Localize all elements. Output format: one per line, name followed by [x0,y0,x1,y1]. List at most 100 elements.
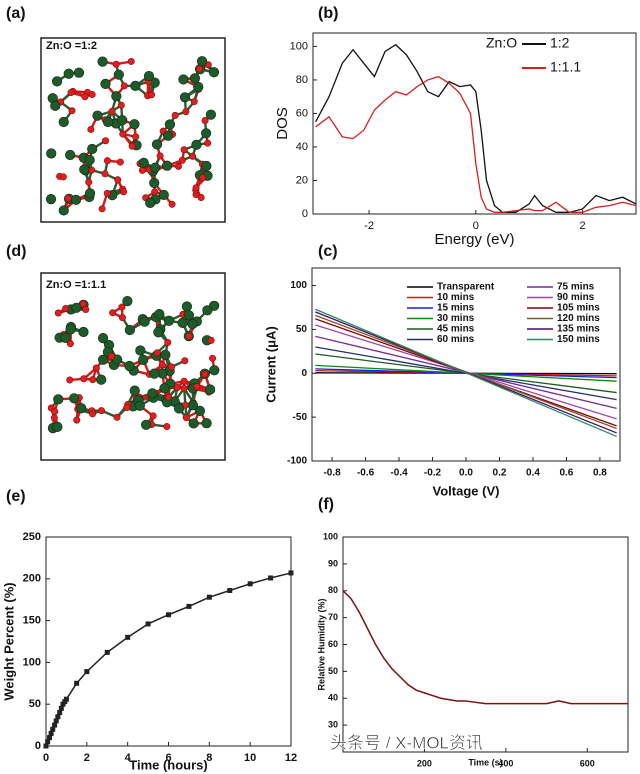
x-tick-label: -0.6 [357,468,375,479]
atom [62,304,70,312]
atom [46,148,57,159]
x-axis-label: Voltage (V) [433,483,500,498]
marker [62,699,68,705]
marker [74,680,80,686]
atom [164,393,172,401]
atom [205,384,216,395]
y-tick-label: 40 [328,693,338,703]
y-tick-label: 0 [302,208,308,220]
atom [138,166,146,174]
atom [120,188,128,196]
y-tick-label: 70 [328,612,338,622]
atom [158,189,169,201]
atom [168,200,176,208]
marker [247,581,253,587]
panel-label: (b) [318,5,338,22]
legend-label: Transparent [437,282,495,293]
x-tick-label: 8 [206,752,212,764]
atom [209,365,220,376]
x-tick-label: 0 [43,752,49,764]
y-tick-label: 20 [296,174,308,186]
atom [201,128,212,139]
atom [143,70,155,82]
atom [54,309,62,317]
atom [150,162,161,173]
atom [73,416,81,424]
legend-label: 105 mins [557,303,600,314]
atom [188,418,199,429]
atom [161,160,173,171]
x-axis-label: Time (s) [468,757,502,767]
y-tick-label: 60 [296,107,308,119]
x-tick-label: 0.4 [526,468,540,479]
atom [116,158,124,166]
atom [208,67,220,78]
marker [125,634,131,640]
atom [92,110,103,121]
atom [65,324,76,335]
atom [102,137,110,145]
atom [202,305,213,316]
atom [134,400,145,411]
atom [87,125,95,133]
marker [60,701,66,707]
legend-label: 60 mins [437,334,475,345]
y-tick-label: 60 [328,639,338,649]
atom [68,107,76,115]
x-tick-label: 200 [417,758,432,768]
atom [63,68,74,79]
marker [50,726,56,732]
legend-label: 75 mins [557,282,595,293]
atom [187,318,198,330]
atom [130,80,141,91]
atom [153,327,164,338]
y-axis-label: DOS [274,107,291,140]
atom [180,146,188,154]
atom [124,324,135,336]
panel-label: (c) [318,243,338,260]
atom [58,205,69,216]
atom [60,332,71,343]
panel-label: (a) [6,5,26,22]
atom [151,188,159,196]
atom [178,74,189,85]
y-tick-label: 50 [328,666,338,676]
atom [173,383,181,391]
atom [73,67,85,78]
atom [190,98,198,106]
atom [64,194,72,202]
atom [102,116,114,128]
marker [46,735,52,741]
x-tick-label: 0.6 [559,468,573,479]
x-tick-label: 0.0 [459,468,473,479]
marker [206,594,212,600]
atom [179,92,191,103]
atom [204,139,212,147]
atom [181,357,189,365]
atom [180,377,188,385]
marker [288,570,294,576]
marker [104,649,110,655]
atom [119,130,127,138]
y-tick-label: 0 [301,368,307,379]
atom [163,315,175,326]
atom [50,414,58,422]
atom [89,376,97,384]
atom [79,300,87,308]
data-line [315,308,617,438]
y-tick-label: -50 [293,412,308,423]
panel-label: (d) [6,243,26,260]
structure-caption: Zn:O =1:2 [46,40,97,52]
atom [51,407,59,415]
atom [209,354,217,362]
marker [45,739,51,745]
x-axis-label: Time (hours) [129,757,208,772]
y-tick-label: 100 [23,656,41,668]
atom [149,177,160,189]
y-axis-label: Current (μA) [263,326,278,403]
atom [84,188,96,199]
atom [123,404,131,412]
marker [63,696,69,702]
data-line [45,572,292,747]
